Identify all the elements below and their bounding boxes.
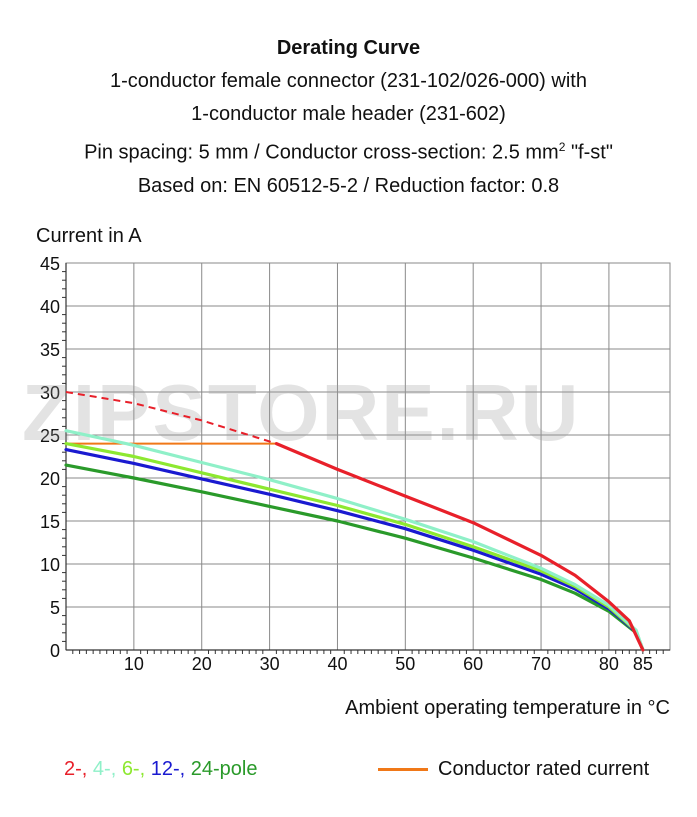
subtitle-3-text: Pin spacing: 5 mm / Conductor cross-sect… — [84, 141, 559, 164]
chart-subtitle-3: Pin spacing: 5 mm / Conductor cross-sect… — [0, 131, 697, 170]
series-line-12-pole — [64, 448, 645, 652]
legend-poles: 2-, 4-, 6-, 12-, 24-pole — [64, 758, 257, 781]
grid — [65, 262, 671, 651]
ticks: 0 5 10 15 20 25 30 35 40 45 10 20 30 40 50 60 70 80 85 — [40, 254, 670, 674]
y-tick-label-5: 5 — [50, 598, 60, 618]
chart-title-block: Derating Curve 1-conductor female connec… — [0, 32, 697, 203]
y-tick-label-0: 0 — [50, 641, 60, 661]
x-tick-label-40: 40 — [327, 654, 347, 674]
x-tick-label-30: 30 — [260, 654, 280, 674]
legend-entry-2-pole: 2-, — [64, 758, 93, 780]
series-line-24-pole — [64, 463, 645, 652]
x-tick-label-50: 50 — [395, 654, 415, 674]
legend-entry-6-pole: 6-, — [121, 758, 151, 780]
y-tick-label-10: 10 — [40, 555, 60, 575]
x-tick-label-20: 20 — [192, 654, 212, 674]
chart-subtitle-2: 1-conductor male header (231-602) — [191, 103, 506, 125]
series-line-2-pole — [274, 442, 645, 652]
x-axis-title: Ambient operating temperature in °C — [345, 697, 670, 719]
x-tick-label-60: 60 — [463, 654, 483, 674]
y-tick-label-20: 20 — [40, 469, 60, 489]
legend-rated-current: Conductor rated current — [378, 758, 649, 781]
y-tick-label-15: 15 — [40, 512, 60, 532]
y-tick-label-45: 45 — [40, 254, 60, 274]
x-tick-label-85: 85 — [633, 654, 653, 674]
legend-pole-suffix: pole — [219, 758, 258, 780]
series-lines — [64, 391, 645, 652]
series-line-4-pole — [64, 429, 645, 652]
y-tick-label-30: 30 — [40, 383, 60, 403]
chart-subtitle-4: Based on: EN 60512-5-2 / Reduction facto… — [137, 174, 560, 197]
y-tick-label-25: 25 — [40, 426, 60, 446]
y-axis-title: Current in A — [36, 225, 142, 247]
chart-subtitle-1: 1-conductor female connector (231-102/02… — [110, 70, 587, 92]
chart-title: Derating Curve — [276, 37, 421, 59]
x-tick-label-70: 70 — [531, 654, 551, 674]
legend-entry-12-pole: 12-, — [150, 758, 191, 780]
y-tick-label-40: 40 — [40, 297, 60, 317]
rated-current-swatch — [378, 768, 428, 771]
legend-entry-4-pole: 4-, — [92, 758, 122, 780]
subtitle-3-superscript: 2 — [558, 140, 566, 154]
subtitle-3-suffix: "f-st" — [565, 141, 613, 164]
x-tick-label-80: 80 — [599, 654, 619, 674]
y-tick-label-35: 35 — [40, 340, 60, 360]
x-tick-label-10: 10 — [124, 654, 144, 674]
legend-entry-24-pole: 24- — [190, 758, 220, 780]
rated-current-label: Conductor rated current — [438, 758, 650, 780]
